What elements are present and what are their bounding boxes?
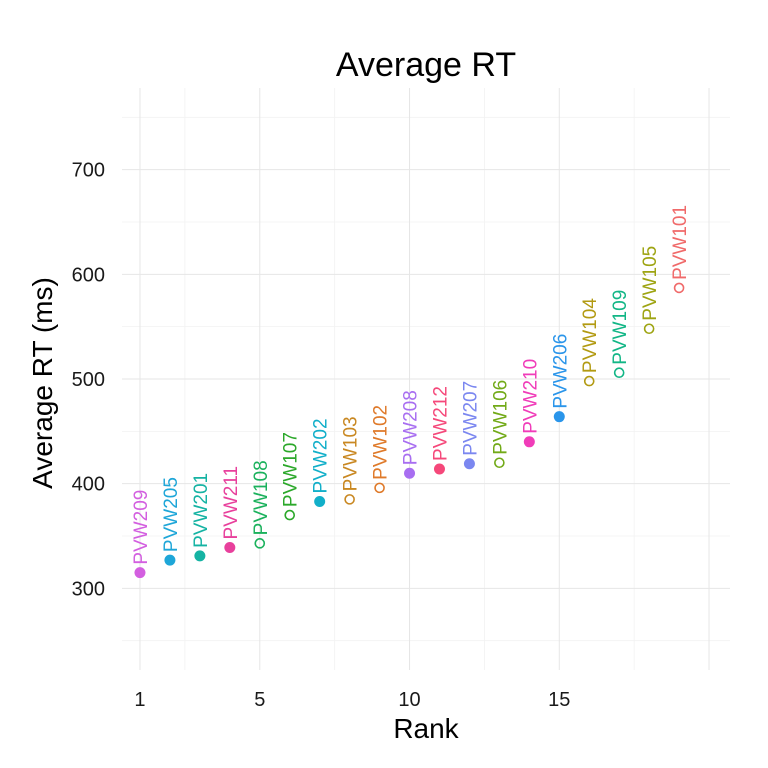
data-point-pvw109: PVW109 xyxy=(610,290,631,379)
point-marker xyxy=(404,467,416,479)
data-point-pvw102: PVW102 xyxy=(371,405,392,494)
y-tick-label: 500 xyxy=(72,369,105,391)
chart-title: Average RT xyxy=(336,46,516,84)
data-point-pvw106: PVW106 xyxy=(490,380,511,469)
point-label: PVW201 xyxy=(191,473,212,548)
x-tick-label: 1 xyxy=(134,689,145,711)
point-marker xyxy=(673,282,685,294)
x-axis-ticks: 1 5 10 15 xyxy=(134,689,570,711)
data-point-pvw202: PVW202 xyxy=(311,418,332,507)
point-label: PVW101 xyxy=(670,205,691,280)
point-label: PVW209 xyxy=(131,490,152,565)
data-marks: PVW209 PVW205 PVW201 PVW211 PVW108 PVW107 PVW2… xyxy=(131,205,691,579)
point-marker xyxy=(553,411,565,423)
point-label: PVW202 xyxy=(311,418,332,493)
point-label: PVW208 xyxy=(401,390,422,465)
point-label: PVW104 xyxy=(580,298,601,373)
y-tick-label: 600 xyxy=(72,264,105,286)
point-marker xyxy=(433,463,445,475)
point-marker xyxy=(463,458,475,470)
data-point-pvw105: PVW105 xyxy=(640,246,661,335)
x-tick-label: 10 xyxy=(398,689,420,711)
x-tick-label: 5 xyxy=(254,689,265,711)
point-marker xyxy=(314,495,326,507)
point-label: PVW207 xyxy=(460,381,481,456)
point-marker xyxy=(344,494,355,505)
data-point-pvw107: PVW107 xyxy=(281,432,302,521)
y-axis-title: Average RT (ms) xyxy=(27,277,58,489)
point-marker xyxy=(254,538,266,549)
point-label: PVW205 xyxy=(161,477,182,552)
data-point-pvw108: PVW108 xyxy=(251,460,272,549)
point-marker xyxy=(523,436,535,448)
point-label: PVW105 xyxy=(640,246,661,321)
point-marker xyxy=(134,567,146,579)
point-marker xyxy=(284,509,296,521)
point-label: PVW108 xyxy=(251,460,272,535)
point-label: PVW210 xyxy=(520,359,541,434)
point-label: PVW106 xyxy=(490,380,511,455)
data-point-pvw211: PVW211 xyxy=(221,466,242,554)
data-point-pvw206: PVW206 xyxy=(550,334,571,423)
data-point-pvw205: PVW205 xyxy=(161,477,182,566)
point-marker xyxy=(643,323,655,335)
y-tick-label: 300 xyxy=(72,578,105,600)
x-axis-title: Rank xyxy=(393,713,459,744)
y-axis-ticks: 300 400 500 600 700 xyxy=(72,160,105,601)
data-point-pvw209: PVW209 xyxy=(131,490,152,579)
point-marker xyxy=(224,542,236,554)
point-label: PVW211 xyxy=(221,466,242,540)
point-label: PVW206 xyxy=(550,334,571,409)
point-marker xyxy=(583,375,595,387)
grid xyxy=(122,88,730,670)
point-marker xyxy=(494,457,505,469)
data-point-pvw208: PVW208 xyxy=(401,390,422,479)
data-point-pvw207: PVW207 xyxy=(460,381,481,470)
point-label: PVW103 xyxy=(341,416,362,491)
point-label: PVW212 xyxy=(430,386,451,461)
data-point-pvw101: PVW101 xyxy=(670,205,691,294)
data-point-pvw201: PVW201 xyxy=(191,473,212,562)
data-point-pvw212: PVW212 xyxy=(430,386,451,475)
data-point-pvw104: PVW104 xyxy=(580,298,601,387)
point-marker xyxy=(164,554,176,566)
point-label: PVW107 xyxy=(281,432,302,507)
point-marker xyxy=(613,367,625,379)
y-tick-label: 400 xyxy=(72,474,105,496)
point-marker xyxy=(374,482,385,494)
x-tick-label: 15 xyxy=(548,689,570,711)
point-label: PVW109 xyxy=(610,290,631,365)
y-tick-label: 700 xyxy=(72,160,105,182)
point-marker xyxy=(194,550,206,562)
data-point-pvw103: PVW103 xyxy=(341,416,362,505)
data-point-pvw210: PVW210 xyxy=(520,359,541,448)
point-label: PVW102 xyxy=(371,405,392,480)
